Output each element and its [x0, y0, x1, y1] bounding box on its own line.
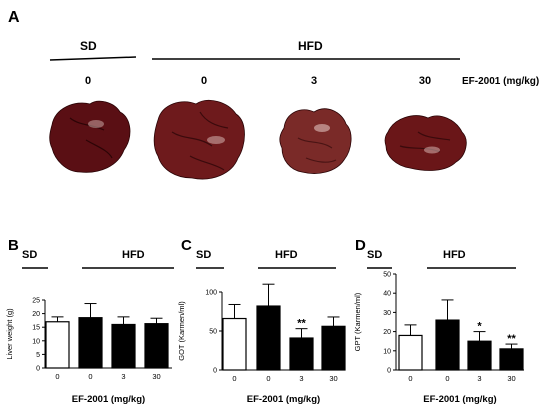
- bar: [256, 305, 281, 371]
- liver-image-hfd-30: [384, 115, 467, 171]
- panel-c-chart: C SD HFD 0 50 100 GOT (Karmen/ml) 0 0 ** 3 30 EF-200…: [177, 237, 346, 405]
- bar: [222, 317, 247, 371]
- y-tick-label: 0: [36, 366, 40, 373]
- dose-axis-label: EF-2001 (mg/kg): [462, 76, 539, 87]
- bar: [144, 323, 169, 369]
- y-axis-label: GOT (Karmen/ml): [177, 301, 186, 361]
- panel-letter: D: [355, 237, 366, 254]
- x-tick-label: 0: [55, 372, 59, 381]
- dose-label-3: 30: [419, 75, 431, 87]
- y-tick-label: 0: [213, 368, 217, 375]
- bar: [435, 319, 460, 371]
- bar: [398, 334, 423, 371]
- dose-label-2: 3: [311, 75, 317, 87]
- significance-marker: *: [477, 321, 482, 333]
- x-tick-label: 3: [121, 372, 125, 381]
- dose-label-0: 0: [85, 75, 91, 87]
- panel-d-chart: DSD HFD 0 10 20 30 40 50 GPT (Karmen/ml) 0 0 * 3 ** 30…: [353, 237, 524, 405]
- bar: [499, 348, 524, 371]
- y-tick-label: 40: [383, 291, 391, 298]
- group-label-sd: SD: [367, 249, 382, 261]
- group-label-hfd: HFD: [275, 249, 298, 261]
- panel-letter: B: [8, 237, 19, 254]
- x-axis-label: EF-2001 (mg/kg): [247, 394, 320, 405]
- x-axis-label: EF-2001 (mg/kg): [72, 394, 145, 405]
- bar: [78, 317, 103, 369]
- significance-marker: **: [507, 333, 516, 345]
- y-tick-label: 100: [205, 290, 217, 297]
- y-tick-label: 50: [383, 272, 391, 279]
- x-tick-label: 0: [408, 374, 412, 383]
- x-tick-label: 30: [329, 374, 337, 383]
- panel-a: A SD HFD 0 0 3 30 EF-2001 (mg/kg): [8, 9, 539, 180]
- group-label-sd: SD: [80, 39, 97, 53]
- y-axis-label: Liver weight (g): [5, 308, 14, 360]
- x-tick-label: 0: [88, 372, 92, 381]
- bar: [111, 323, 136, 369]
- y-tick-label: 5: [36, 352, 40, 359]
- bar: [467, 340, 492, 371]
- group-label-hfd: HFD: [122, 249, 145, 261]
- group-label-sd: SD: [22, 249, 37, 261]
- y-tick-label: 50: [209, 329, 217, 336]
- y-tick-label: 0: [387, 368, 391, 375]
- panel-b-chart: BSD HFD 0 5 10 15 20 25 Liver weight (g) 0 0 3 30 EF-…: [5, 237, 174, 405]
- bar: [289, 337, 314, 371]
- y-axis-label: GPT (Karmen/ml): [353, 292, 362, 351]
- x-tick-label: 3: [299, 374, 303, 383]
- panel-letter: C: [181, 237, 192, 254]
- liver-image-hfd-0: [153, 100, 245, 180]
- liver-image-hfd-3: [279, 108, 352, 174]
- bar: [45, 321, 70, 369]
- y-tick-label: 20: [383, 329, 391, 336]
- significance-marker: **: [297, 318, 306, 330]
- x-tick-label: 3: [477, 374, 481, 383]
- bar: [321, 325, 346, 371]
- dose-label-1: 0: [201, 75, 207, 87]
- group-label-sd: SD: [196, 249, 211, 261]
- group-label-hfd: HFD: [298, 39, 323, 53]
- y-tick-label: 15: [32, 325, 40, 332]
- group-label-hfd: HFD: [443, 249, 466, 261]
- y-tick-label: 25: [32, 298, 40, 305]
- x-tick-label: 30: [507, 374, 515, 383]
- x-axis-label: EF-2001 (mg/kg): [423, 394, 496, 405]
- x-tick-label: 0: [266, 374, 270, 383]
- liver-image-sd-0: [49, 100, 131, 173]
- y-tick-label: 10: [383, 348, 391, 355]
- x-tick-label: 30: [152, 372, 160, 381]
- y-tick-label: 10: [32, 338, 40, 345]
- x-tick-label: 0: [232, 374, 236, 383]
- x-tick-label: 0: [445, 374, 449, 383]
- y-tick-label: 20: [32, 311, 40, 318]
- y-tick-label: 30: [383, 310, 391, 317]
- group-line-sd: [49, 56, 137, 61]
- panel-a-letter: A: [8, 9, 20, 26]
